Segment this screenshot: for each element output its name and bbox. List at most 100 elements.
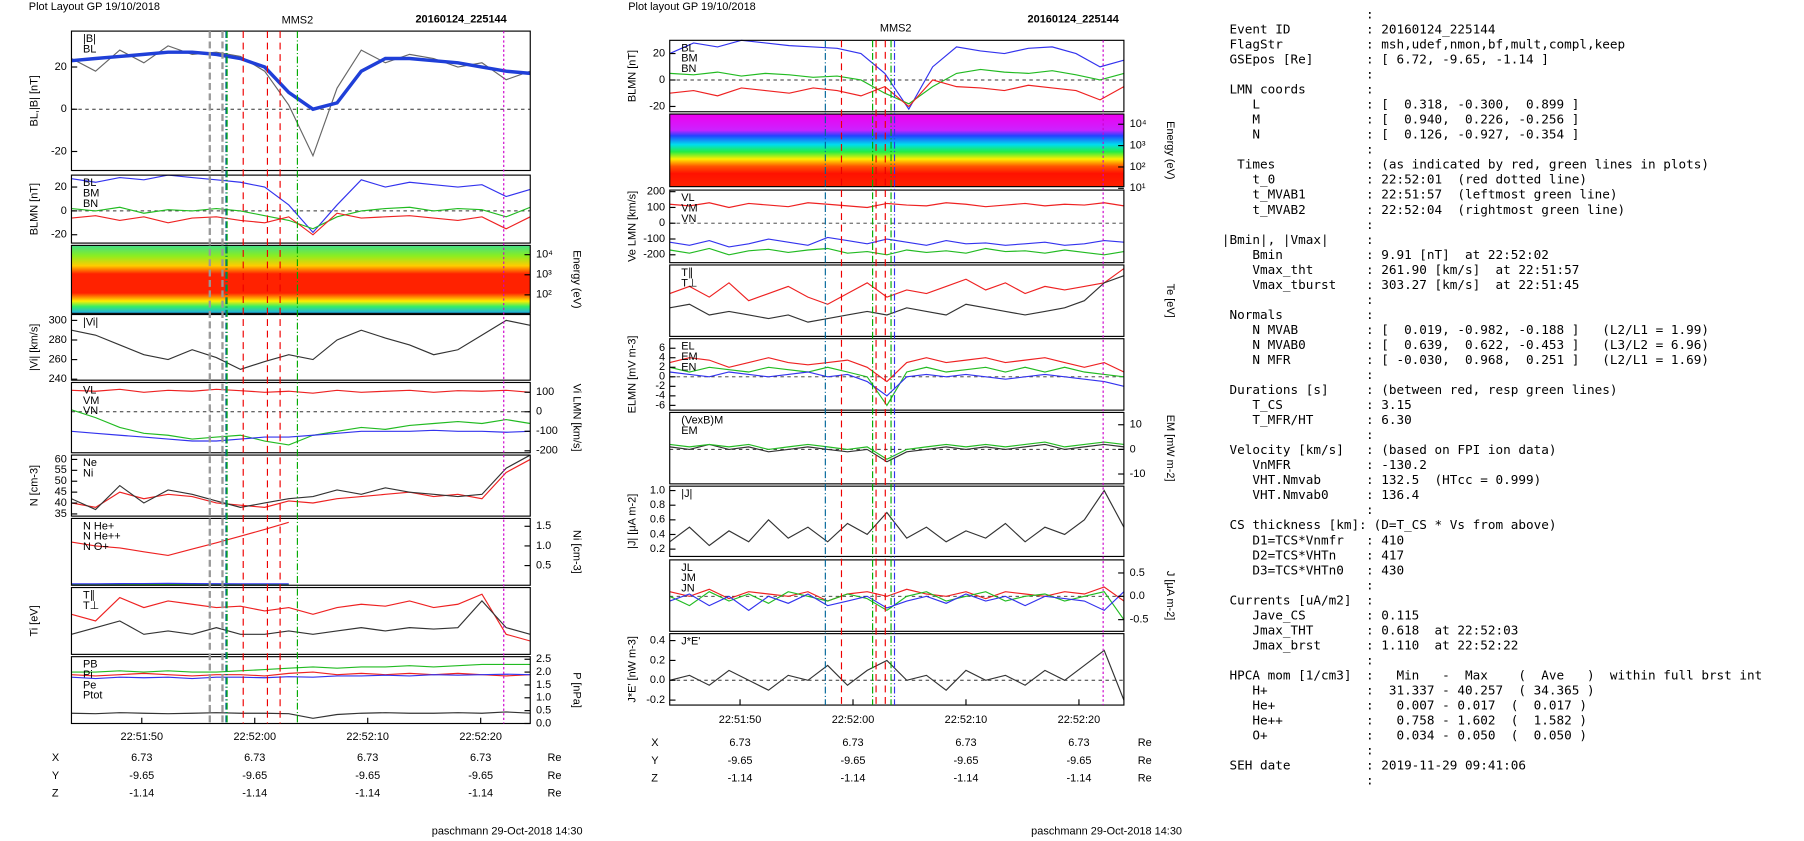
y-tick-label: 280 <box>49 334 67 346</box>
summary-value: : 261.90 [km/s] at 22:51:57 <box>1366 262 1579 277</box>
summary-value: : [ 0.318, -0.300, 0.899 ] <box>1366 97 1579 112</box>
summary-value: : <box>1366 592 1374 607</box>
y-tick-label: 0 <box>61 205 67 217</box>
y-tick-label: 240 <box>49 373 67 385</box>
position-value: 6.73 <box>955 737 976 749</box>
x-tick-label: 22:52:20 <box>1058 714 1101 726</box>
x-tick-label: 22:52:10 <box>945 714 988 726</box>
data-line <box>71 388 531 394</box>
summary-key: N MFR <box>1222 352 1291 367</box>
position-value: -1.14 <box>728 773 753 785</box>
y-tick-label: 10⁴ <box>536 249 553 261</box>
summary-key: t_MVAB1 <box>1222 187 1306 202</box>
y-tick-label: 260 <box>49 353 67 365</box>
summary-value: : 410 <box>1366 532 1404 547</box>
summary-key: VnMFR <box>1222 457 1291 472</box>
summary-key: He++ <box>1222 713 1283 728</box>
panel-frame <box>70 586 531 655</box>
y-tick-label: 0.2 <box>650 654 665 666</box>
position-value: -9.65 <box>242 770 267 782</box>
summary-key: |Bmin|, |Vmax| <box>1222 232 1329 248</box>
summary-key: GSEpos [Re] <box>1222 52 1313 67</box>
y-tick-label: -0.5 <box>1130 614 1149 626</box>
summary-value: : 303.27 [km/s] at 22:51:45 <box>1366 277 1579 292</box>
summary-key: HPCA mom [1/cm3] <box>1222 667 1352 682</box>
y-tick-label: 200 <box>647 186 665 198</box>
y-tick-label: 100 <box>647 201 665 213</box>
summary-key: Jave_CS <box>1222 607 1306 622</box>
plot-title: MMS2 <box>880 23 912 35</box>
y-tick-label: 1.0 <box>536 540 551 552</box>
legend-entry: T∥ <box>83 590 95 602</box>
data-line <box>71 454 531 511</box>
y-tick-label: 0 <box>659 371 665 383</box>
y-axis-label: |Vi| [km/s] <box>28 324 40 371</box>
y-tick-label: 10¹ <box>1130 182 1146 194</box>
summary-key: N <box>1222 127 1260 142</box>
y-axis-label: EM [mW m-2] <box>1164 415 1176 482</box>
y-axis-label: J [μA m-2] <box>1164 571 1176 620</box>
legend-entry: VN <box>681 213 696 225</box>
panel-frame <box>669 338 1125 411</box>
summary-key: Durations [s] <box>1222 382 1329 397</box>
plot-layout-label: Plot layout GP 19/10/2018 <box>628 1 756 13</box>
summary-value: : 3.15 <box>1366 397 1412 412</box>
y-tick-label: 55 <box>55 464 67 476</box>
summary-value: : 417 <box>1366 547 1404 562</box>
legend-entry: |J| <box>681 488 692 500</box>
y-tick-label: -100 <box>536 425 558 437</box>
summary-key: H+ <box>1222 683 1268 698</box>
position-value: -1.14 <box>1066 773 1091 785</box>
legend-entry: BL <box>83 43 96 55</box>
legend-entry: VM <box>681 202 697 214</box>
x-tick-label: 22:51:50 <box>719 714 762 726</box>
summary-value: : <box>1366 232 1374 247</box>
x-tick-label: 22:51:50 <box>120 731 163 743</box>
event-id: 20160124_225144 <box>415 13 507 25</box>
legend-entry: EM <box>681 351 697 363</box>
panel-frame <box>70 313 531 381</box>
legend-entry: Ne <box>83 457 97 469</box>
data-line <box>669 591 1125 612</box>
summary-value: : 22:52:04 (rightmost green line) <box>1366 202 1625 217</box>
summary-key: VHT.Nmvab <box>1222 472 1321 487</box>
legend-entry: JN <box>681 583 694 595</box>
legend-entry: BN <box>681 63 696 75</box>
summary-key: VHT.Nmvab0 <box>1222 487 1329 502</box>
legend-entry: N He+ <box>83 520 114 532</box>
y-axis-label: J*E' [nW m-3] <box>627 636 639 702</box>
legend-entry: JM <box>681 572 696 584</box>
y-tick-label: 100 <box>536 386 554 398</box>
legend-entry: (VexB)M <box>681 414 723 426</box>
legend-entry: BN <box>83 198 98 210</box>
y-tick-label: 45 <box>55 486 67 498</box>
spectrogram <box>71 245 531 314</box>
y-axis-label: P [nPa] <box>570 672 582 708</box>
position-value: -9.65 <box>728 755 753 767</box>
data-line <box>669 275 1125 323</box>
summary-value: : 0.034 - 0.050 ( 0.050 ) <box>1366 728 1587 743</box>
y-tick-label: -200 <box>643 249 665 261</box>
y-tick-label: 0 <box>659 217 665 229</box>
summary-key: Currents [uA/m2] <box>1222 592 1352 607</box>
y-axis-label: BLMN [nT] <box>627 50 639 102</box>
y-tick-label: 2.0 <box>536 666 551 678</box>
data-line <box>669 236 1124 248</box>
data-line <box>669 649 1125 701</box>
legend-entry: EL <box>681 341 694 353</box>
y-tick-label: 0.5 <box>536 705 551 717</box>
y-tick-label: 10³ <box>536 269 552 281</box>
position-name: Y <box>651 755 659 767</box>
panel-frame <box>70 244 531 314</box>
position-value: 6.73 <box>470 752 491 764</box>
summary-value: : <box>1366 743 1374 758</box>
summary-value: : 31.337 - 40.257 ( 34.365 ) <box>1366 683 1595 698</box>
y-tick-label: 0 <box>536 406 542 418</box>
summary-key: D1=TCS*Vnmfr <box>1222 532 1344 547</box>
summary-value: : 22:52:01 (red dotted line) <box>1366 172 1587 187</box>
position-value: -9.65 <box>468 770 493 782</box>
y-tick-label: 0 <box>1130 443 1136 455</box>
summary-value: : (as indicated by red, green lines in p… <box>1366 157 1709 172</box>
summary-value: : 6.30 <box>1366 412 1412 427</box>
y-tick-label: 0 <box>659 74 665 86</box>
